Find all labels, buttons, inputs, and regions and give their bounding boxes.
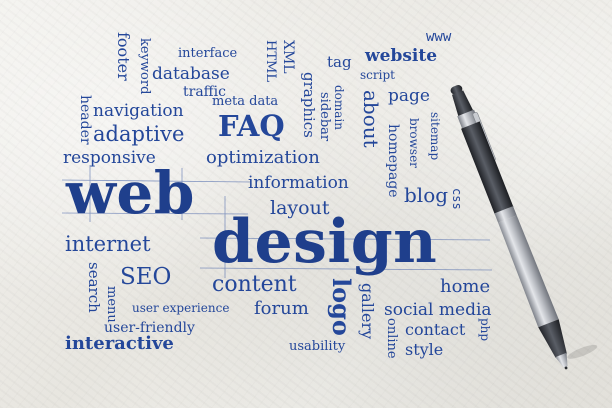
- word-blog: blog: [404, 183, 449, 207]
- word-contact: contact: [405, 320, 466, 339]
- word-website: website: [365, 46, 438, 66]
- word-internet: internet: [65, 232, 151, 256]
- word-social-media: social media: [384, 300, 492, 320]
- word-web: web: [66, 159, 195, 227]
- word-page: page: [388, 86, 430, 106]
- word-faq: FAQ: [218, 109, 285, 143]
- word-meta-data: meta data: [212, 94, 279, 109]
- word-traffic: traffic: [183, 84, 226, 100]
- word-database: database: [152, 64, 230, 84]
- word-navigation: navigation: [93, 101, 184, 121]
- word-usability: usability: [289, 339, 346, 354]
- word-content: content: [212, 272, 297, 297]
- word-home: home: [440, 276, 491, 297]
- word-information: information: [248, 173, 349, 193]
- word-responsive: responsive: [63, 148, 156, 168]
- word-user-experience: user experience: [132, 301, 230, 315]
- word-layout: layout: [270, 197, 330, 219]
- word-user-friendly: user-friendly: [104, 320, 195, 336]
- word-forum: forum: [254, 298, 309, 319]
- word-seo: SEO: [120, 264, 172, 290]
- word-www: www: [426, 29, 452, 45]
- word-optimization: optimization: [206, 147, 320, 168]
- word-tag: tag: [327, 53, 352, 71]
- word-style: style: [405, 340, 444, 359]
- word-adaptive: adaptive: [93, 122, 185, 146]
- word-design: design: [212, 207, 438, 277]
- word-script: script: [360, 68, 395, 82]
- word-interactive: interactive: [65, 333, 174, 354]
- word-interface: interface: [178, 46, 238, 61]
